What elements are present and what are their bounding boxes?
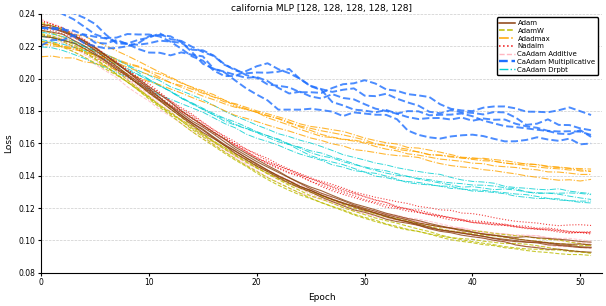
Y-axis label: Loss: Loss: [4, 133, 13, 153]
Title: california MLP [128, 128, 128, 128, 128]: california MLP [128, 128, 128, 128, 128]: [231, 4, 412, 13]
Legend: Adam, AdamW, Adadmax, Nadaim, CaAdam Additive, CaAdam Multiplicative, CaAdam Drp: Adam, AdamW, Adadmax, Nadaim, CaAdam Add…: [497, 17, 598, 75]
X-axis label: Epoch: Epoch: [308, 293, 335, 302]
